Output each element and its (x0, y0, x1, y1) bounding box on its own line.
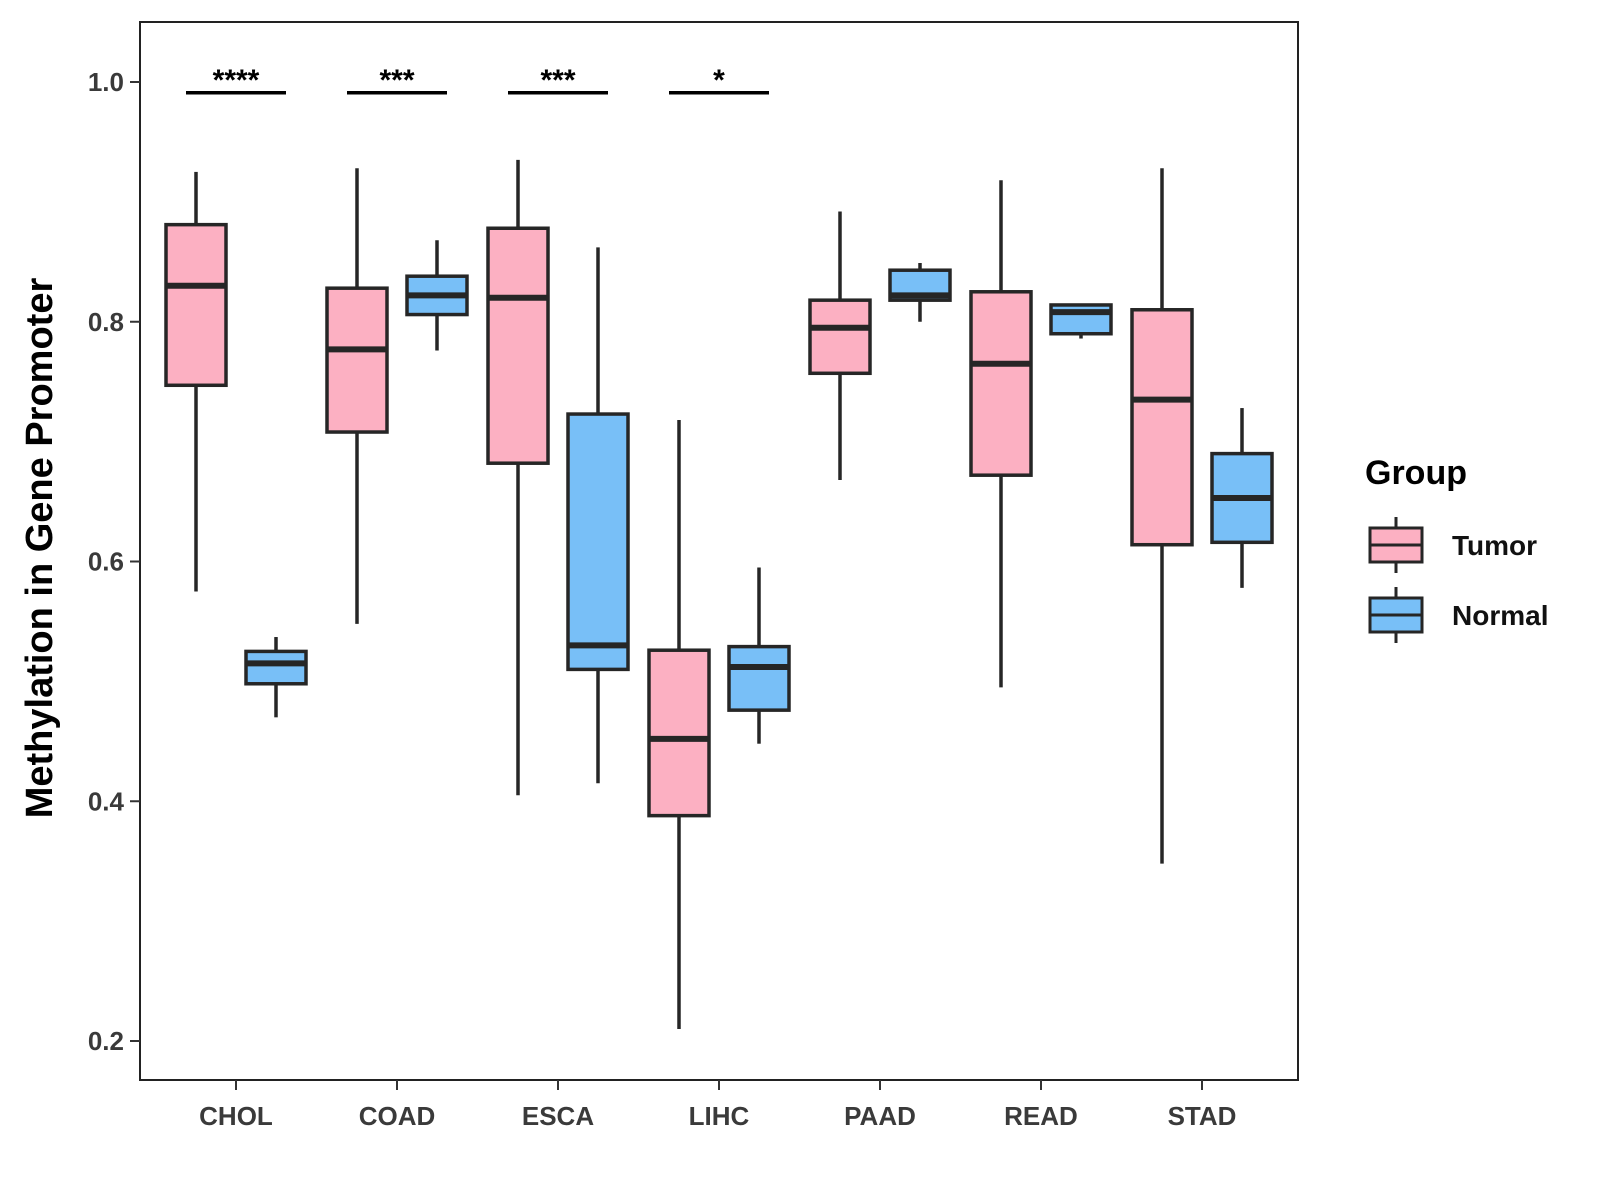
x-tick-label-coad: COAD (359, 1101, 436, 1131)
x-tick-label-chol: CHOL (199, 1101, 273, 1131)
legend-label-tumor: Tumor (1452, 530, 1537, 561)
significance-label-chol: **** (213, 64, 260, 97)
y-axis-title: Methylation in Gene Promoter (19, 278, 61, 819)
significance-label-esca: *** (540, 64, 575, 97)
box-body (566, 412, 630, 672)
box-tumor-esca (486, 159, 550, 796)
box-body (244, 649, 308, 686)
box-body (164, 222, 228, 388)
x-tick-label-lihc: LIHC (689, 1101, 750, 1131)
box-normal-chol (244, 637, 308, 718)
y-tick-label: 0.4 (88, 786, 125, 816)
box-body (727, 644, 791, 712)
box-body (647, 648, 711, 818)
x-tick-label-esca: ESCA (522, 1101, 594, 1131)
box-normal-lihc (727, 567, 791, 744)
y-tick-label: 0.2 (88, 1026, 124, 1056)
box-tumor-stad (1130, 168, 1194, 864)
box-body (808, 298, 872, 376)
box-normal-read (1049, 303, 1113, 339)
significance-label-coad: *** (379, 64, 414, 97)
box-tumor-paad (808, 211, 872, 480)
box-tumor-read (969, 180, 1033, 688)
legend-key-normal (1368, 587, 1424, 643)
box-body (325, 286, 389, 434)
x-tick-label-read: READ (1004, 1101, 1078, 1131)
plot-area: 0.2 0.4 0.6 0.8 1.0 CHOL COAD ESCA LIHC PAAD READ S… (88, 21, 1299, 1131)
box-normal-paad (888, 263, 952, 322)
legend-key-tumor (1368, 517, 1424, 573)
x-tick-label-paad: PAAD (844, 1101, 916, 1131)
box-tumor-coad (325, 168, 389, 624)
y-tick-label: 1.0 (88, 67, 124, 97)
box-tumor-lihc (647, 420, 711, 1030)
box-normal-stad (1210, 408, 1274, 588)
legend-title: Group (1365, 454, 1467, 492)
x-tick-label-stad: STAD (1168, 1101, 1237, 1131)
box-normal-esca (566, 247, 630, 784)
box-body (1130, 308, 1194, 547)
box-tumor-chol (164, 171, 228, 592)
legend: Group Tumor Normal (1365, 454, 1548, 643)
significance-label-lihc: * (713, 64, 725, 97)
box-body (969, 290, 1033, 477)
box-body (486, 226, 550, 465)
box-normal-coad (405, 240, 469, 351)
y-tick-label: 0.8 (88, 307, 124, 337)
y-tick-label: 0.6 (88, 547, 124, 577)
legend-label-normal: Normal (1452, 600, 1548, 631)
